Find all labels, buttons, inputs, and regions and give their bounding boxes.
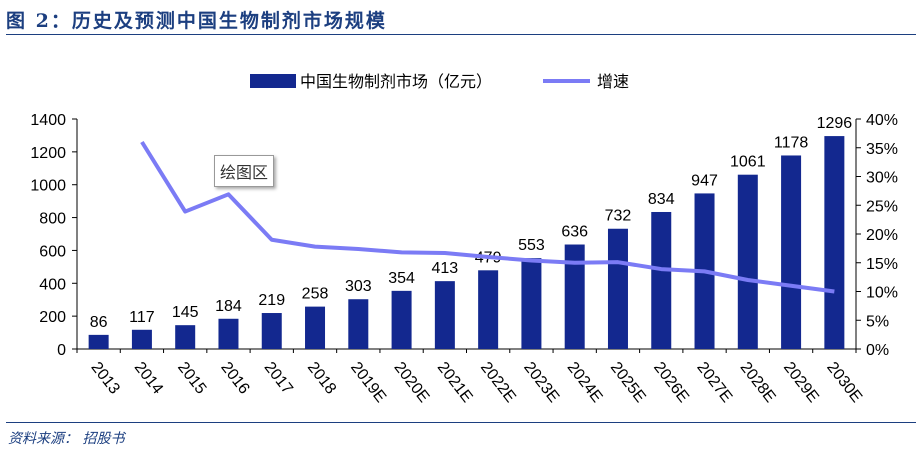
figure-title: 图 2：历史及预测中国生物制剂市场规模 <box>6 10 387 32</box>
bar-2016 <box>218 318 239 349</box>
bar-2014 <box>131 329 152 349</box>
x-tick-label: 2020E <box>390 359 432 406</box>
legend-line-label: 增速 <box>597 73 629 91</box>
plot-area-tooltip: 绘图区 <box>214 155 275 187</box>
data-label-2018: 258 <box>302 286 329 303</box>
x-tick-label: 2022E <box>477 359 519 406</box>
bar-2025E <box>607 228 628 349</box>
left-tick-label: 600 <box>39 243 66 260</box>
legend-bar-swatch <box>250 74 296 88</box>
x-tick-label: 2015 <box>174 359 209 398</box>
bar-2029E <box>781 155 802 349</box>
x-tick-label: 2024E <box>564 359 606 406</box>
data-label-2026E: 834 <box>648 191 675 208</box>
data-label-2030E: 1296 <box>817 115 853 132</box>
data-label-2013: 86 <box>90 314 108 331</box>
x-tick-label: 2027E <box>693 359 735 406</box>
right-tick-label: 20% <box>866 227 898 244</box>
x-tick-label: 2016 <box>217 359 252 398</box>
bar-2022E <box>478 270 499 349</box>
data-label-2017: 219 <box>258 292 285 309</box>
data-label-2020E: 354 <box>388 270 415 287</box>
data-label-2027E: 947 <box>691 172 718 189</box>
right-tick-label: 35% <box>866 141 898 158</box>
left-tick-label: 0 <box>57 342 66 359</box>
legend-bar-label: 中国生物制剂市场（亿元） <box>300 73 492 91</box>
bar-2024E <box>564 244 585 349</box>
data-label-2021E: 413 <box>432 260 459 277</box>
bar-2019E <box>348 299 369 349</box>
data-label-2019E: 303 <box>345 278 372 295</box>
data-label-2014: 117 <box>129 309 155 326</box>
x-tick-label: 2025E <box>607 359 649 406</box>
bar-2026E <box>651 211 672 349</box>
x-tick-label: 2017 <box>261 359 296 398</box>
title-divider <box>6 34 916 35</box>
bar-2021E <box>434 281 455 349</box>
source-note: 资料来源： 招股书 <box>8 431 125 447</box>
right-tick-label: 25% <box>866 198 898 215</box>
x-tick-label: 2018 <box>304 359 339 398</box>
right-tick-label: 10% <box>866 285 898 302</box>
x-tick-label: 2019E <box>347 359 389 406</box>
right-tick-label: 40% <box>866 112 898 129</box>
source-divider <box>6 422 916 423</box>
data-label-2016: 184 <box>215 298 242 315</box>
x-tick-label: 2029E <box>780 359 822 406</box>
data-label-2025E: 732 <box>605 208 632 225</box>
x-tick-label: 2026E <box>650 359 692 406</box>
data-label-2029E: 1178 <box>774 134 809 151</box>
left-tick-label: 200 <box>39 309 66 326</box>
left-tick-label: 1200 <box>30 145 66 162</box>
x-tick-label: 2028E <box>737 359 779 406</box>
x-tick-label: 2023E <box>520 359 562 406</box>
x-tick-label: 2013 <box>87 359 122 398</box>
bar-2020E <box>391 290 412 349</box>
left-tick-label: 800 <box>39 211 66 228</box>
right-tick-label: 15% <box>866 256 898 273</box>
bar-2028E <box>737 174 758 349</box>
bar-2023E <box>521 258 542 349</box>
bar-2013 <box>88 334 109 349</box>
data-label-2024E: 636 <box>561 224 588 241</box>
growth-rate-line <box>140 140 835 294</box>
x-tick-label: 2021E <box>434 359 476 406</box>
data-label-2028E: 1061 <box>730 154 766 171</box>
left-tick-label: 400 <box>39 276 66 293</box>
left-tick-label: 1000 <box>30 178 66 195</box>
data-label-2015: 145 <box>172 304 199 321</box>
left-tick-label: 1400 <box>30 112 66 129</box>
bar-2017 <box>261 313 282 349</box>
bar-2030E <box>824 136 845 349</box>
right-tick-label: 30% <box>866 170 898 187</box>
right-tick-label: 0% <box>866 342 889 359</box>
data-label-2023E: 553 <box>518 237 545 254</box>
right-tick-label: 5% <box>866 313 889 330</box>
x-tick-label: 2030E <box>823 359 865 406</box>
x-tick-label: 2014 <box>131 359 166 398</box>
bar-2018 <box>305 306 326 349</box>
bar-2015 <box>175 325 196 349</box>
